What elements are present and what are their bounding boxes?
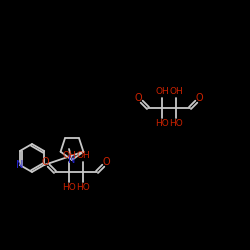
Text: OH: OH [155,88,169,96]
Text: HO: HO [62,184,76,192]
Text: O: O [42,157,49,167]
Text: O: O [196,93,203,103]
Text: OH: OH [169,88,183,96]
Text: N: N [16,160,24,170]
Text: OH: OH [76,152,90,160]
Text: HO: HO [155,120,169,128]
Text: O: O [103,157,110,167]
Text: HO: HO [169,120,183,128]
Text: O: O [134,93,142,103]
Text: OH: OH [62,152,76,160]
Text: HO: HO [76,184,90,192]
Text: N: N [68,155,76,165]
